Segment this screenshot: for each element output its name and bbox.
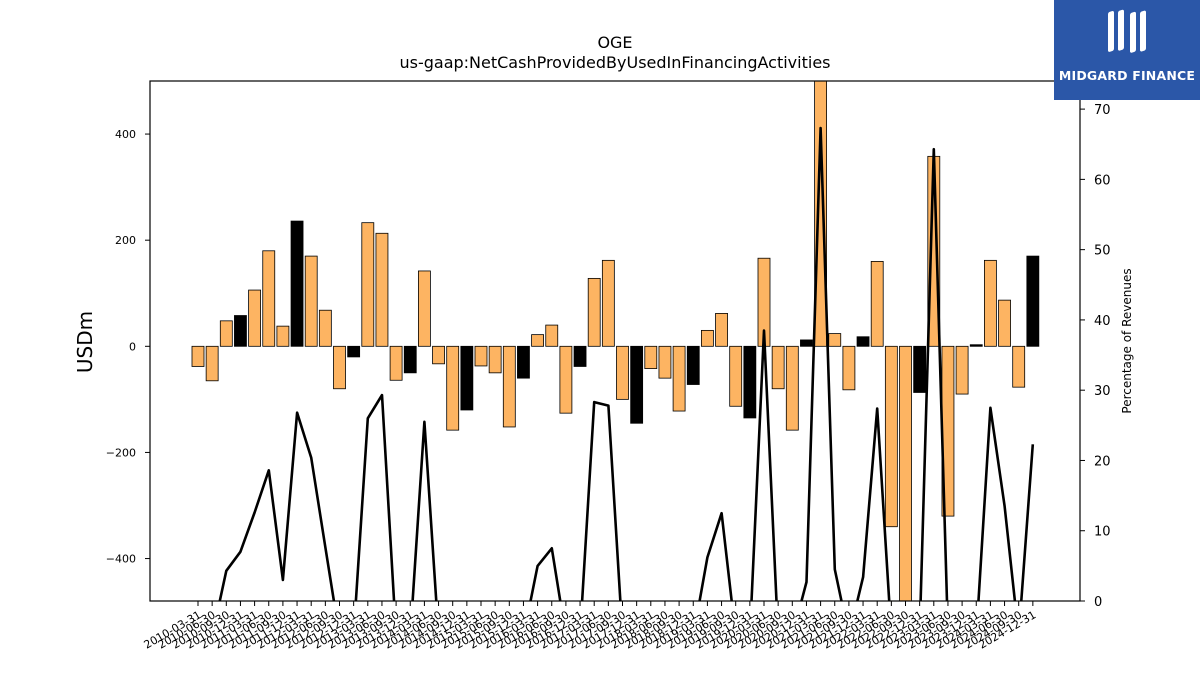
bar: [913, 345, 927, 393]
right-tick-label: 60: [1094, 173, 1111, 188]
bar: [998, 299, 1011, 347]
plot-frame: [149, 80, 1081, 602]
right-tick-label: 30: [1094, 384, 1111, 399]
bar: [290, 220, 304, 347]
bar: [771, 345, 785, 390]
right-tick-label: 10: [1094, 525, 1111, 540]
midgard-finance-logo: MIDGARD FINANCE: [1054, 0, 1200, 100]
bar: [347, 345, 361, 358]
bar: [828, 333, 842, 347]
line-layer: [218, 126, 1035, 601]
bar: [601, 259, 615, 347]
right-axis: 0 10 20 30 40 50 60 70: [1080, 103, 1111, 610]
left-tick-label: −200: [106, 446, 136, 459]
bar: [205, 345, 219, 382]
bar: [955, 345, 969, 395]
bar: [686, 345, 700, 385]
bar: [474, 345, 488, 367]
bar: [856, 336, 870, 347]
chart-subtitle: us-gaap:NetCashProvidedByUsedInFinancing…: [399, 53, 830, 72]
bars-layer: [191, 81, 1040, 601]
percentage-line: [218, 126, 1035, 601]
bar: [658, 345, 672, 379]
bar: [446, 345, 460, 431]
bar: [276, 325, 290, 347]
y-axis-label: USDm: [73, 311, 97, 373]
bar: [361, 222, 375, 347]
bar: [545, 324, 559, 347]
bar: [191, 345, 205, 367]
bar: [814, 81, 827, 347]
bar: [842, 345, 856, 391]
bar: [403, 345, 417, 374]
bar: [234, 315, 247, 347]
bar: [375, 232, 389, 347]
right-tick-label: 0: [1094, 595, 1102, 610]
right-tick-label: 40: [1094, 314, 1111, 329]
bar: [333, 345, 346, 390]
left-tick-label: 400: [115, 128, 136, 141]
left-tick-label: 0: [129, 340, 136, 353]
bar: [969, 344, 983, 347]
bar: [488, 345, 502, 374]
bar: [318, 309, 332, 347]
bar: [800, 339, 813, 347]
bar: [559, 345, 573, 414]
bar: [701, 329, 714, 347]
logo-mark-icon: [1108, 9, 1146, 53]
bar: [587, 277, 601, 347]
y2-axis-label: Percentage of Revenues: [1120, 268, 1134, 413]
bar: [432, 345, 445, 365]
bar: [984, 259, 997, 347]
bar: [899, 345, 912, 601]
left-axis: −400 −200 0 200 400: [106, 128, 150, 566]
bar: [502, 345, 516, 428]
bar: [785, 345, 799, 431]
chart-title: OGE: [597, 33, 632, 52]
left-tick-label: −400: [106, 553, 136, 566]
bar: [1026, 255, 1040, 347]
bar: [630, 345, 644, 424]
bar: [517, 345, 530, 379]
bar: [417, 270, 431, 347]
bar: [729, 345, 743, 407]
bar: [573, 345, 587, 367]
right-tick-label: 70: [1094, 103, 1111, 118]
left-tick-label: 200: [115, 234, 136, 247]
bar: [304, 255, 318, 347]
bar: [262, 250, 276, 347]
bar: [1012, 345, 1026, 388]
bar: [248, 289, 262, 347]
bar: [870, 261, 884, 347]
bar: [644, 345, 658, 369]
bar: [743, 345, 757, 419]
logo-text: MIDGARD FINANCE: [1058, 68, 1196, 83]
bar: [219, 320, 233, 347]
bar: [531, 334, 544, 347]
bar: [460, 345, 474, 411]
bar: [884, 345, 898, 528]
x-axis: 2010-03-312010-06-302010-09-302010-12-31…: [142, 601, 1038, 652]
bar: [616, 345, 629, 400]
right-tick-label: 50: [1094, 244, 1111, 259]
bar: [389, 345, 403, 381]
right-tick-label: 20: [1094, 454, 1111, 469]
bar: [715, 313, 728, 347]
bar: [672, 345, 686, 412]
